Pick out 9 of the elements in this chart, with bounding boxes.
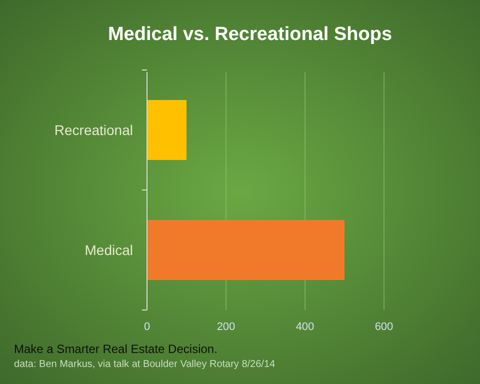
text: Make a Smarter Real Estate Decision. — [14, 342, 218, 356]
x-tick-label: 400 — [296, 321, 314, 333]
text: data: Ben Markus, via talk at Boulder Valley Rotary 8/26/14 — [14, 359, 276, 370]
y-tick-label: Recreational — [54, 122, 133, 138]
chart-title: Medical vs. Recreational Shops — [108, 24, 392, 45]
x-tick-label: 200 — [216, 321, 236, 333]
x-tick-label: 0 — [144, 321, 150, 333]
x-tick-label: 600 — [374, 321, 394, 333]
y-tick-label: Medical — [84, 242, 133, 258]
